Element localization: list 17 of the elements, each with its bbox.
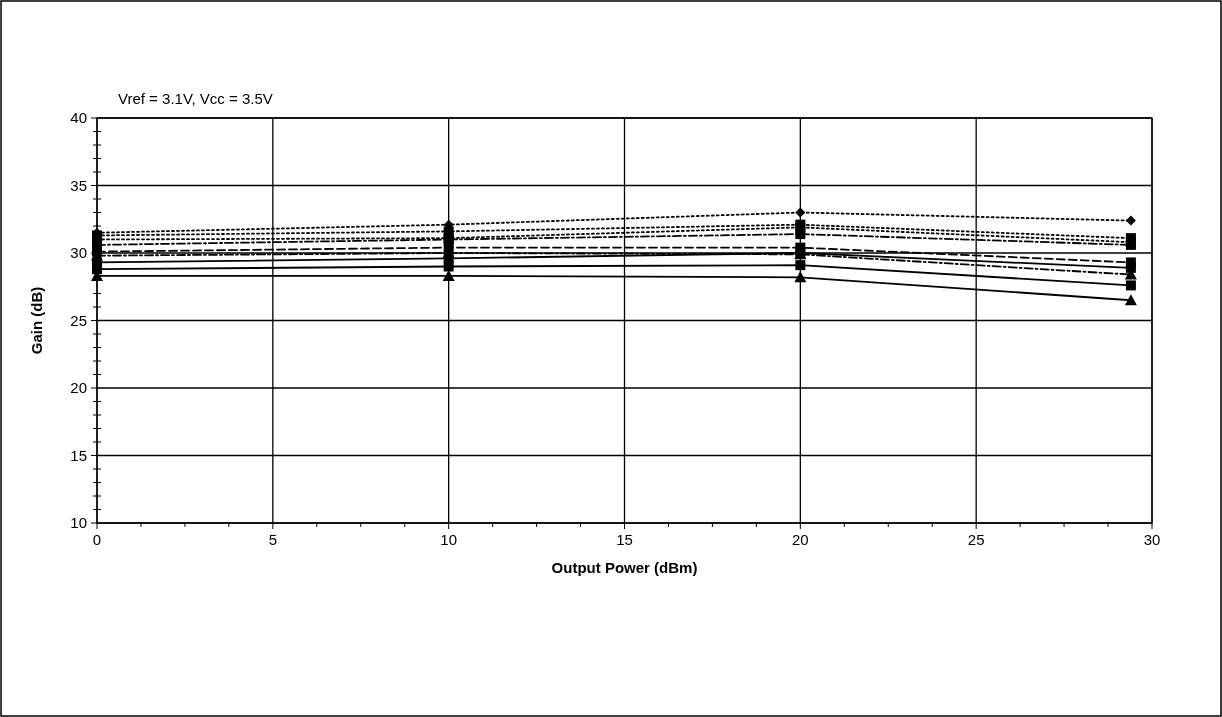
y-tick-label: 25 [70,311,87,329]
x-tick-label: 20 [791,531,809,548]
x-tick-label: 30 [1143,531,1161,548]
y-tick-label: 15 [70,446,87,464]
y-tick-label: 35 [70,176,87,194]
x-tick-label: 25 [967,531,985,548]
y-tick-label: 20 [70,379,87,396]
text: Vref = 3.1V, Vcc = 3.5V [118,90,273,107]
y-axis-title: Gain (dB) [28,286,45,355]
x-tick-label: 5 [268,531,278,548]
y-tick-label: 30 [70,244,87,261]
x-axis-title: Output Power (dBm) [551,559,698,576]
x-tick-label: 0 [92,531,102,548]
y-tick-label: 10 [70,514,87,531]
x-tick-label: 10 [440,531,458,548]
y-tick-label: 40 [70,109,87,126]
x-tick-label: 15 [616,531,633,548]
